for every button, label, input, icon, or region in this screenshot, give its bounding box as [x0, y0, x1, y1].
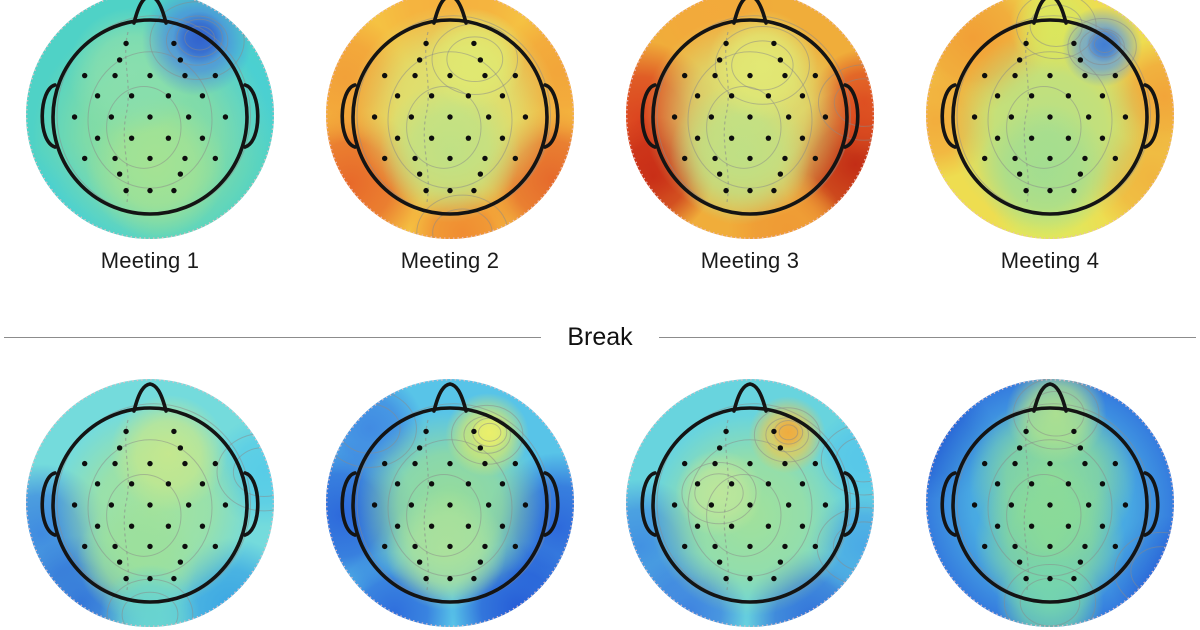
- topomap-canvas-break-4: [926, 379, 1174, 627]
- break-label: Break: [567, 323, 633, 351]
- topomap-label: Meeting 1: [100, 248, 200, 273]
- topomap-break-4: [900, 378, 1200, 628]
- topomap-meeting-2: Meeting 2: [300, 0, 600, 274]
- divider-line-right: [658, 336, 1196, 338]
- topomap-label: Meeting 3: [700, 248, 800, 273]
- topomap-canvas-meeting-3: [626, 0, 874, 239]
- topomap-canvas-break-2: [326, 379, 574, 627]
- topomap-meeting-1: Meeting 1: [0, 0, 300, 274]
- topomap-break-2: [300, 378, 600, 628]
- topomap-meeting-3: Meeting 3: [600, 0, 900, 274]
- divider-line-left: [4, 336, 542, 338]
- topomap-canvas-break-3: [626, 379, 874, 627]
- topomap-label: Meeting 2: [400, 248, 500, 273]
- topomap-canvas-break-1: [26, 379, 274, 627]
- topomap-label: Meeting 4: [1000, 248, 1100, 273]
- topomap-canvas-meeting-1: [26, 0, 274, 239]
- break-divider: Break: [0, 324, 1200, 350]
- topomap-canvas-meeting-4: [926, 0, 1174, 239]
- topomap-break-3: [600, 378, 900, 628]
- meetings-row: Meeting 1 Meeting 2 Meeting 3 Meeting 4: [0, 0, 1200, 274]
- topomap-break-1: [0, 378, 300, 628]
- topomap-meeting-4: Meeting 4: [900, 0, 1200, 274]
- topomap-canvas-meeting-2: [326, 0, 574, 239]
- break-row: [0, 378, 1200, 628]
